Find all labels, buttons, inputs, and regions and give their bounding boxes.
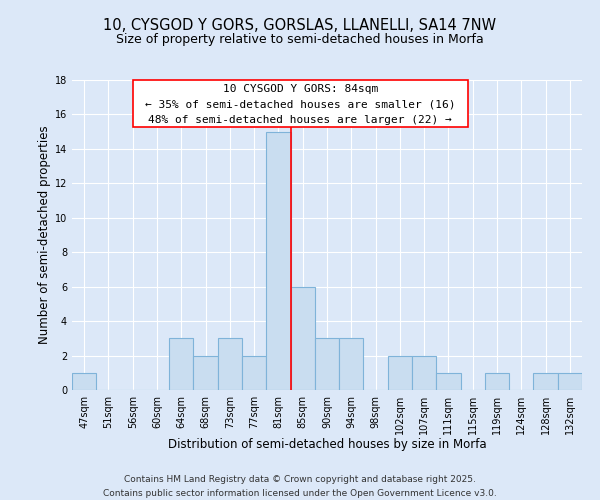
- Bar: [72, 373, 96, 390]
- Text: 48% of semi-detached houses are larger (22) →: 48% of semi-detached houses are larger (…: [148, 116, 452, 126]
- Text: 10, CYSGOD Y GORS, GORSLAS, LLANELLI, SA14 7NW: 10, CYSGOD Y GORS, GORSLAS, LLANELLI, SA…: [103, 18, 497, 32]
- Bar: [339, 338, 364, 390]
- Bar: [388, 356, 412, 390]
- Bar: [533, 373, 558, 390]
- Text: Contains HM Land Registry data © Crown copyright and database right 2025.
Contai: Contains HM Land Registry data © Crown c…: [103, 476, 497, 498]
- Bar: [412, 356, 436, 390]
- Y-axis label: Number of semi-detached properties: Number of semi-detached properties: [38, 126, 50, 344]
- Bar: [242, 356, 266, 390]
- Bar: [193, 356, 218, 390]
- Bar: [218, 338, 242, 390]
- Text: ← 35% of semi-detached houses are smaller (16): ← 35% of semi-detached houses are smalle…: [145, 100, 455, 110]
- Bar: [436, 373, 461, 390]
- Bar: [315, 338, 339, 390]
- Bar: [290, 286, 315, 390]
- Text: 10 CYSGOD Y GORS: 84sqm: 10 CYSGOD Y GORS: 84sqm: [223, 84, 378, 94]
- Bar: [558, 373, 582, 390]
- FancyBboxPatch shape: [133, 80, 468, 126]
- X-axis label: Distribution of semi-detached houses by size in Morfa: Distribution of semi-detached houses by …: [167, 438, 487, 452]
- Bar: [169, 338, 193, 390]
- Bar: [485, 373, 509, 390]
- Text: Size of property relative to semi-detached houses in Morfa: Size of property relative to semi-detach…: [116, 32, 484, 46]
- Bar: [266, 132, 290, 390]
